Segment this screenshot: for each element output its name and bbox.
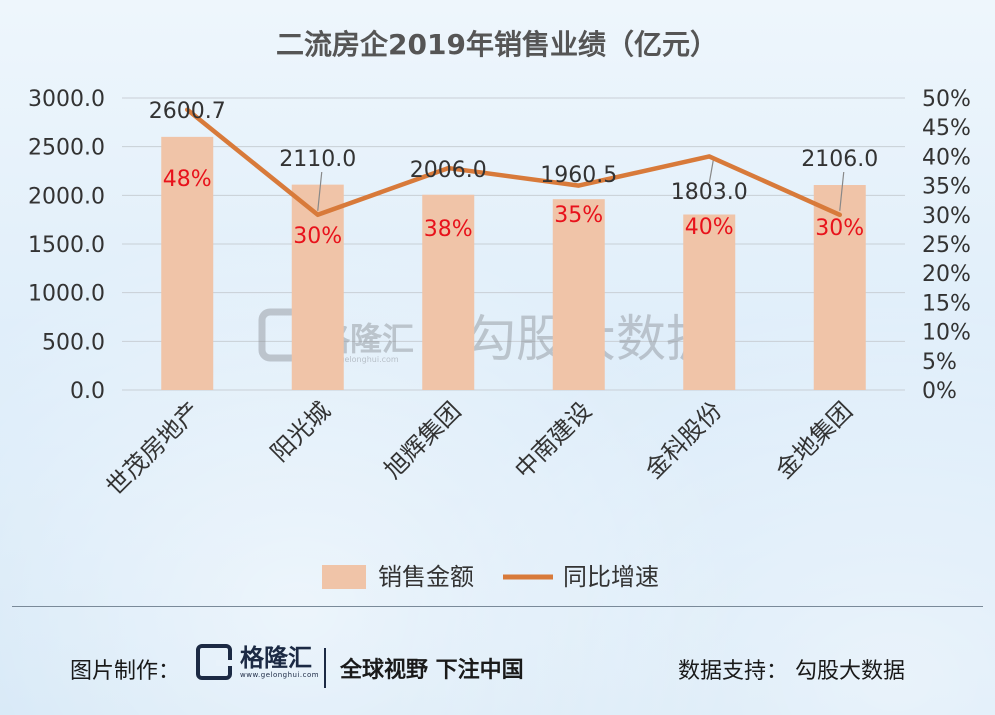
right-tick-label: 0% xyxy=(922,379,957,404)
brand-g-icon xyxy=(196,644,232,680)
brand-divider xyxy=(324,648,326,688)
category-label: 金地集团 xyxy=(770,396,858,484)
right-tick-label: 45% xyxy=(922,116,971,141)
right-tick-label: 10% xyxy=(922,321,971,346)
line-value-label: 35% xyxy=(554,203,603,228)
right-tick-label: 20% xyxy=(922,262,971,287)
footer: 图片制作： 格隆汇 www.gelonghui.com 全球视野 下注中国 数据… xyxy=(0,606,995,715)
category-label: 阳光城 xyxy=(265,396,336,467)
brand-name: 格隆汇 xyxy=(240,644,312,672)
line-value-label: 30% xyxy=(293,224,342,249)
legend-line-label: 同比增速 xyxy=(563,563,659,591)
brand-logo: 格隆汇 www.gelonghui.com xyxy=(196,644,319,680)
left-tick-label: 2000.0 xyxy=(28,184,105,209)
right-tick-label: 25% xyxy=(922,233,971,258)
watermark-url: www.gelonghui.com xyxy=(318,355,399,364)
left-axis-ticks: 0.0 500.0 1000.0 1500.0 2000.0 2500.0 3000.0 xyxy=(28,87,105,404)
category-label: 世茂房地产 xyxy=(101,396,206,501)
slogan: 全球视野 下注中国 xyxy=(340,658,524,683)
bar-世茂房地产 xyxy=(161,136,214,390)
category-labels: 世茂房地产 阳光城 旭辉集团 中南建设 金科股份 金地集团 xyxy=(101,396,858,501)
left-tick-label: 2500.0 xyxy=(28,136,105,161)
footer-divider xyxy=(12,606,983,607)
legend-bar-label: 销售金额 xyxy=(378,563,474,591)
legend-bar-swatch xyxy=(322,565,366,589)
right-tick-label: 5% xyxy=(922,350,957,375)
grid-lines xyxy=(122,97,905,391)
bar-series xyxy=(161,136,866,390)
right-axis-ticks: 0% 5% 10% 15% 20% 25% 30% 35% 40% 45% 50% xyxy=(922,87,971,404)
bar-value-label: 2600.7 xyxy=(149,99,226,124)
line-value-label: 38% xyxy=(424,217,473,242)
bar-中南建设 xyxy=(552,199,605,390)
left-tick-label: 0.0 xyxy=(70,379,105,404)
line-growth-rate xyxy=(185,107,842,218)
category-label: 金科股份 xyxy=(640,396,728,484)
data-support: 数据支持： 勾股大数据 xyxy=(678,659,905,684)
right-tick-label: 15% xyxy=(922,291,971,316)
left-tick-label: 500.0 xyxy=(42,330,105,355)
credit-label: 图片制作： xyxy=(70,659,181,684)
bar-value-label: 2110.0 xyxy=(279,147,356,172)
brand-url: www.gelonghui.com xyxy=(240,671,320,679)
bar-value-label: 1803.0 xyxy=(671,180,748,205)
left-tick-label: 3000.0 xyxy=(28,87,105,112)
bar-value-labels: 2600.7 2110.0 2006.0 1960.5 1803.0 2106.0 xyxy=(149,99,878,205)
label-leader-lines xyxy=(317,160,845,211)
left-tick-label: 1500.0 xyxy=(28,233,105,258)
category-label: 中南建设 xyxy=(509,396,597,484)
right-tick-label: 40% xyxy=(922,145,971,170)
leader-line xyxy=(317,171,323,211)
right-tick-label: 30% xyxy=(922,204,971,229)
line-value-label: 40% xyxy=(685,215,734,240)
chart: 二流房企2019年销售业绩（亿元） 0.0 500.0 1000.0 1500.0 20… xyxy=(28,28,971,591)
bar-旭辉集团 xyxy=(422,194,475,390)
bar-金地集团 xyxy=(813,185,866,390)
line-value-label: 30% xyxy=(815,216,864,241)
line-value-labels: 48% 30% 38% 35% 40% 30% xyxy=(163,167,864,249)
right-tick-label: 35% xyxy=(922,175,971,200)
line-value-label: 48% xyxy=(163,167,212,192)
leader-line xyxy=(708,160,714,184)
leader-line xyxy=(839,171,845,211)
chart-title: 二流房企2019年销售业绩（亿元） xyxy=(276,28,718,61)
bar-value-label: 1960.5 xyxy=(540,163,617,188)
bar-value-label: 2106.0 xyxy=(801,147,878,172)
right-tick-label: 50% xyxy=(922,87,971,112)
legend: 销售金额 同比增速 xyxy=(322,563,659,591)
category-label: 旭辉集团 xyxy=(379,396,467,484)
left-tick-label: 1000.0 xyxy=(28,282,105,307)
bar-value-label: 2006.0 xyxy=(410,158,487,183)
bar-金科股份 xyxy=(683,214,736,390)
line-series xyxy=(185,107,842,218)
bar-阳光城 xyxy=(291,184,344,390)
